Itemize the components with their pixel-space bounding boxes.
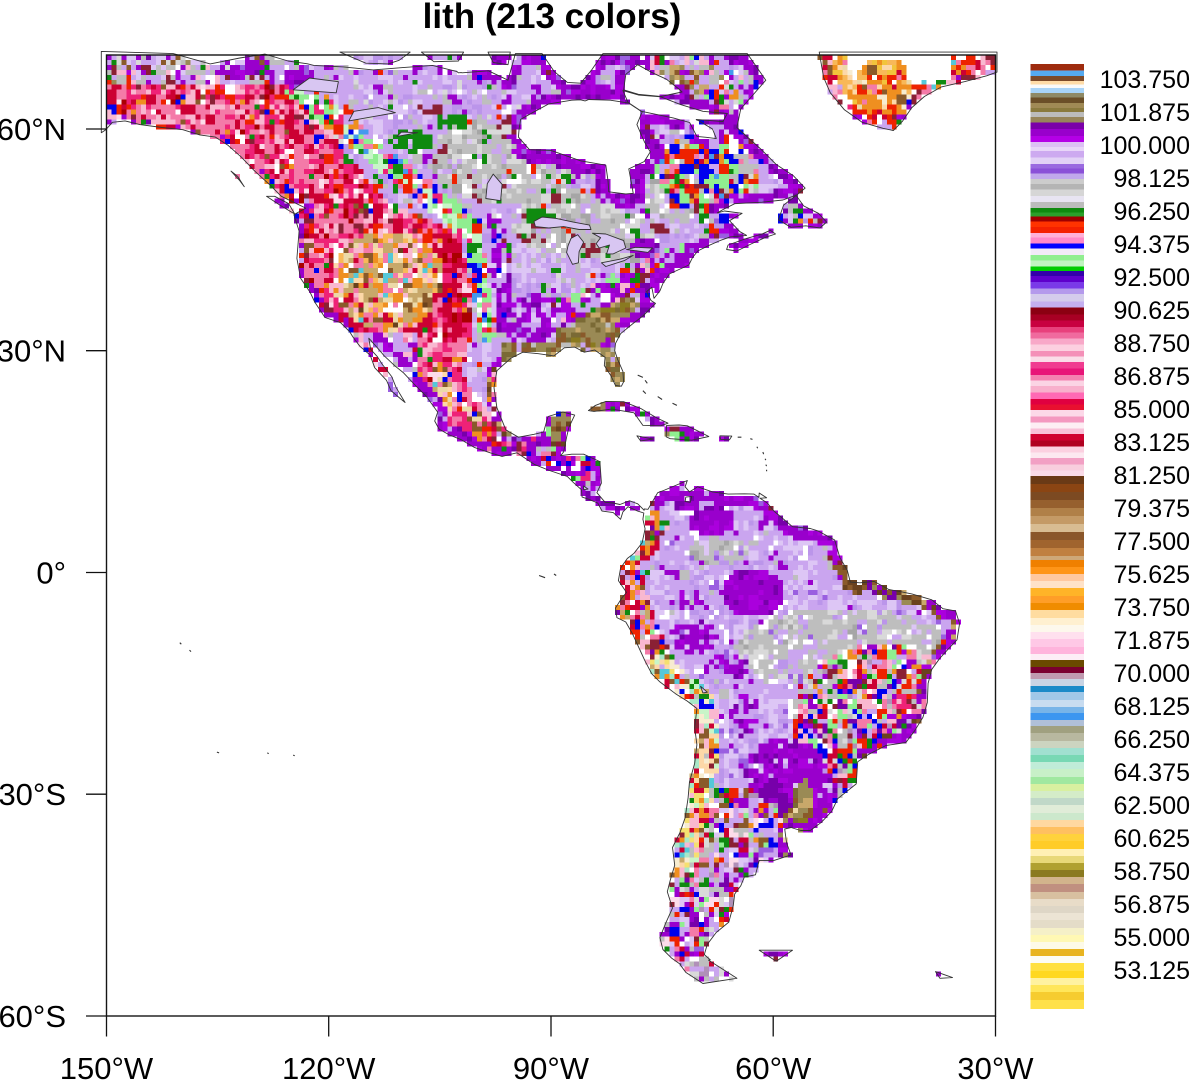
svg-text:62.500: 62.500 xyxy=(1114,792,1190,820)
svg-text:0°: 0° xyxy=(36,556,66,591)
svg-text:lith (213 colors): lith (213 colors) xyxy=(423,0,682,36)
svg-text:86.875: 86.875 xyxy=(1114,363,1190,391)
svg-text:68.125: 68.125 xyxy=(1114,693,1190,721)
svg-text:81.250: 81.250 xyxy=(1114,462,1190,490)
svg-text:88.750: 88.750 xyxy=(1114,330,1190,358)
svg-text:79.375: 79.375 xyxy=(1114,495,1190,523)
svg-text:60°N: 60°N xyxy=(0,112,66,147)
svg-text:75.625: 75.625 xyxy=(1114,561,1190,589)
svg-text:71.875: 71.875 xyxy=(1114,627,1190,655)
svg-text:56.875: 56.875 xyxy=(1114,891,1190,919)
svg-text:100.000: 100.000 xyxy=(1100,132,1190,160)
svg-text:77.500: 77.500 xyxy=(1114,528,1190,556)
svg-text:55.000: 55.000 xyxy=(1114,924,1190,952)
svg-text:66.250: 66.250 xyxy=(1114,726,1190,754)
svg-text:58.750: 58.750 xyxy=(1114,858,1190,886)
svg-text:120°W: 120°W xyxy=(282,1051,376,1084)
svg-text:85.000: 85.000 xyxy=(1114,396,1190,424)
svg-text:70.000: 70.000 xyxy=(1114,660,1190,688)
svg-text:94.375: 94.375 xyxy=(1114,231,1190,259)
svg-text:60°W: 60°W xyxy=(735,1051,812,1084)
svg-text:101.875: 101.875 xyxy=(1100,99,1190,127)
svg-text:73.750: 73.750 xyxy=(1114,594,1190,622)
svg-text:30°W: 30°W xyxy=(957,1051,1034,1084)
svg-text:92.500: 92.500 xyxy=(1114,264,1190,292)
svg-text:30°S: 30°S xyxy=(0,777,66,812)
svg-text:53.125: 53.125 xyxy=(1114,957,1190,985)
svg-text:103.750: 103.750 xyxy=(1100,66,1190,94)
svg-text:60°S: 60°S xyxy=(0,999,66,1034)
svg-text:60.625: 60.625 xyxy=(1114,825,1190,853)
svg-text:83.125: 83.125 xyxy=(1114,429,1190,457)
svg-text:90°W: 90°W xyxy=(513,1051,590,1084)
svg-text:150°W: 150°W xyxy=(60,1051,154,1084)
svg-text:98.125: 98.125 xyxy=(1114,165,1190,193)
svg-text:96.250: 96.250 xyxy=(1114,198,1190,226)
svg-text:90.625: 90.625 xyxy=(1114,297,1190,325)
svg-text:30°N: 30°N xyxy=(0,334,66,369)
svg-text:64.375: 64.375 xyxy=(1114,759,1190,787)
